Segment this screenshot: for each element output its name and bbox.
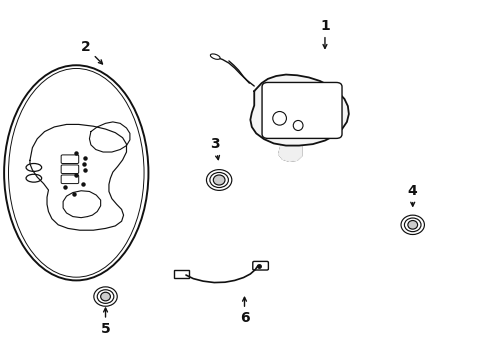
Text: 6: 6 (239, 311, 249, 325)
FancyBboxPatch shape (262, 82, 341, 138)
Text: 4: 4 (407, 184, 417, 198)
Ellipse shape (101, 292, 110, 301)
Ellipse shape (210, 54, 220, 59)
Polygon shape (278, 145, 302, 161)
Text: 5: 5 (101, 322, 110, 336)
Text: 2: 2 (81, 40, 91, 54)
Text: 3: 3 (210, 137, 220, 151)
Text: 1: 1 (320, 19, 329, 33)
Ellipse shape (407, 221, 417, 229)
Ellipse shape (213, 175, 224, 185)
Polygon shape (250, 75, 348, 145)
